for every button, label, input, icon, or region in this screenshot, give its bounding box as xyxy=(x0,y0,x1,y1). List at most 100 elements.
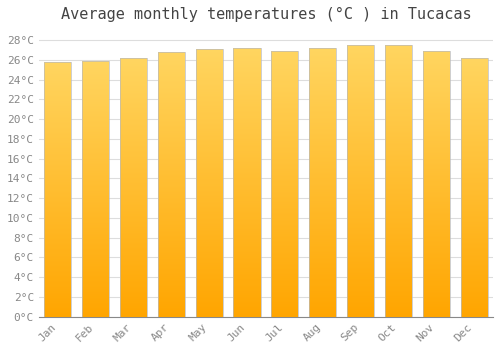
Bar xyxy=(44,155,72,156)
Bar xyxy=(422,103,450,104)
Bar xyxy=(422,124,450,125)
Bar xyxy=(120,299,147,300)
Bar xyxy=(158,76,185,77)
Bar xyxy=(347,192,374,193)
Bar xyxy=(196,251,223,252)
Bar xyxy=(422,55,450,56)
Bar xyxy=(347,170,374,172)
Bar xyxy=(44,284,72,285)
Bar xyxy=(347,288,374,289)
Bar xyxy=(271,152,298,153)
Bar xyxy=(347,60,374,61)
Bar xyxy=(460,239,488,240)
Bar xyxy=(422,99,450,100)
Bar xyxy=(385,160,412,162)
Bar xyxy=(422,148,450,149)
Bar xyxy=(271,96,298,97)
Bar xyxy=(460,73,488,75)
Bar xyxy=(422,244,450,245)
Bar xyxy=(120,196,147,198)
Bar xyxy=(385,205,412,207)
Bar xyxy=(347,304,374,306)
Bar xyxy=(422,102,450,103)
Bar xyxy=(158,104,185,105)
Bar xyxy=(422,272,450,273)
Bar xyxy=(158,292,185,293)
Bar xyxy=(422,218,450,220)
Bar xyxy=(82,202,109,203)
Bar xyxy=(158,302,185,303)
Bar xyxy=(385,97,412,98)
Bar xyxy=(44,159,72,160)
Bar xyxy=(385,105,412,106)
Bar xyxy=(234,102,260,103)
Bar xyxy=(196,232,223,234)
Bar xyxy=(422,273,450,274)
Bar xyxy=(158,228,185,229)
Bar xyxy=(385,95,412,97)
Bar xyxy=(309,209,336,211)
Bar xyxy=(196,200,223,202)
Bar xyxy=(347,97,374,98)
Bar xyxy=(82,181,109,182)
Bar xyxy=(271,167,298,168)
Bar xyxy=(196,247,223,248)
Bar xyxy=(309,136,336,138)
Bar xyxy=(158,310,185,312)
Bar xyxy=(82,310,109,312)
Bar xyxy=(271,220,298,221)
Bar xyxy=(460,134,488,135)
Bar xyxy=(422,225,450,226)
Bar xyxy=(120,126,147,128)
Bar xyxy=(271,135,298,136)
Bar xyxy=(309,119,336,120)
Bar xyxy=(196,106,223,108)
Bar xyxy=(271,216,298,217)
Bar xyxy=(196,62,223,64)
Bar xyxy=(309,153,336,154)
Bar xyxy=(158,148,185,150)
Bar xyxy=(158,277,185,278)
Bar xyxy=(196,182,223,183)
Bar xyxy=(422,308,450,309)
Bar xyxy=(196,260,223,262)
Bar xyxy=(385,260,412,261)
Bar xyxy=(44,294,72,295)
Bar xyxy=(271,65,298,67)
Bar xyxy=(158,122,185,123)
Bar xyxy=(120,183,147,185)
Bar xyxy=(422,313,450,314)
Bar xyxy=(460,112,488,113)
Bar xyxy=(271,82,298,83)
Bar xyxy=(120,224,147,225)
Bar xyxy=(234,80,260,82)
Bar xyxy=(271,208,298,209)
Bar xyxy=(460,235,488,237)
Bar xyxy=(309,130,336,131)
Bar xyxy=(385,90,412,91)
Bar xyxy=(385,262,412,264)
Bar xyxy=(82,95,109,97)
Bar xyxy=(120,174,147,176)
Bar xyxy=(196,315,223,317)
Bar xyxy=(271,155,298,156)
Bar xyxy=(82,71,109,72)
Bar xyxy=(422,164,450,165)
Bar xyxy=(385,167,412,169)
Bar xyxy=(196,68,223,69)
Bar xyxy=(120,132,147,133)
Bar xyxy=(309,139,336,141)
Bar xyxy=(120,173,147,174)
Bar xyxy=(234,236,260,237)
Bar xyxy=(158,269,185,271)
Bar xyxy=(120,203,147,204)
Bar xyxy=(44,152,72,154)
Bar xyxy=(196,309,223,310)
Bar xyxy=(460,287,488,288)
Bar xyxy=(271,74,298,75)
Bar xyxy=(271,55,298,56)
Bar xyxy=(82,272,109,273)
Bar xyxy=(158,173,185,174)
Bar xyxy=(158,296,185,297)
Bar xyxy=(158,234,185,236)
